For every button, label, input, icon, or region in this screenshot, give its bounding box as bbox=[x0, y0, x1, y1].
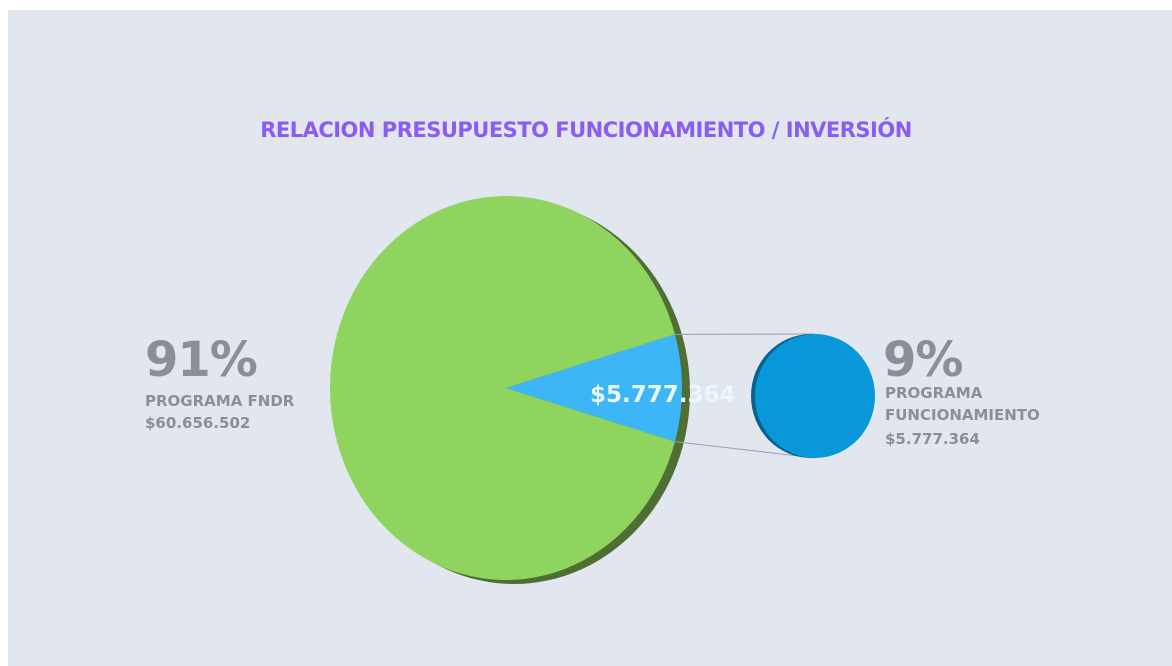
category-label: PROGRAMA FUNCIONAMIENTO bbox=[885, 384, 1040, 424]
slice-label: $5.777.364 bbox=[590, 382, 736, 408]
pie-slice bbox=[330, 196, 676, 581]
connector bbox=[674, 441, 816, 459]
detail-circle bbox=[755, 334, 875, 458]
pie-slice bbox=[506, 334, 682, 442]
value-label: 9% bbox=[883, 332, 963, 388]
amount-label: $60.656.502 bbox=[145, 414, 251, 432]
category-label: PROGRAMA FNDR bbox=[145, 392, 295, 410]
chart-title: RELACION PRESUPUESTO FUNCIONAMIENTO / IN… bbox=[260, 118, 912, 142]
amount-label: $5.777.364 bbox=[885, 430, 980, 448]
value-label: 91% bbox=[145, 332, 258, 388]
